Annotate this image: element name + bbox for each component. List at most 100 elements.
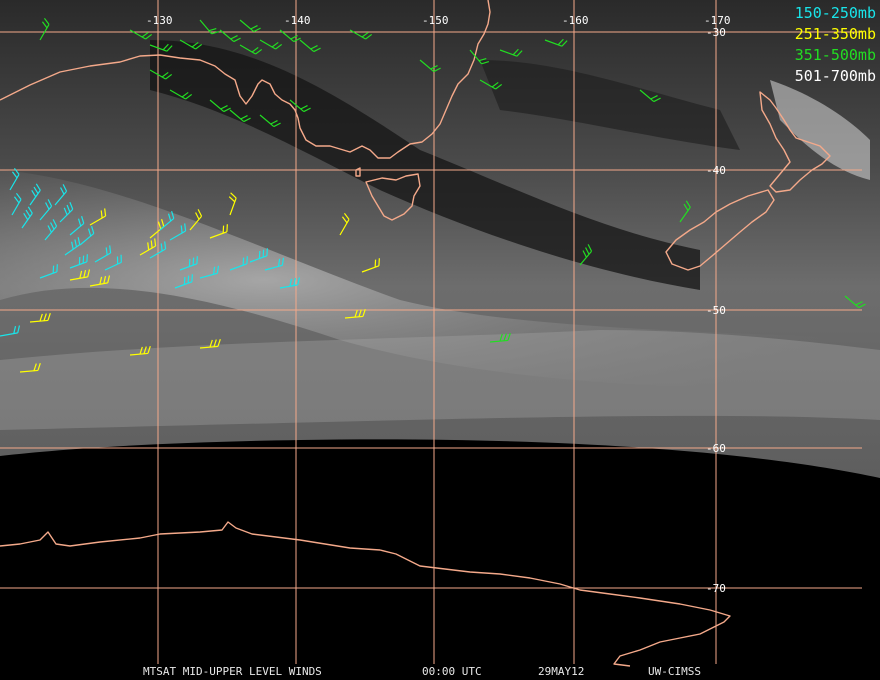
wind-barb [59,201,74,223]
wind-barb-shaft [679,200,691,223]
wind-barb [479,79,503,90]
wind-barb [39,264,58,279]
wind-barb-shaft [419,59,441,73]
wind-barb-shaft [129,346,151,356]
wind-barb-shaft [9,167,20,191]
cloud-band-2 [0,330,880,430]
wind-barb-shaft [209,224,228,239]
wind-barb-shaft [229,109,251,123]
coast-tasmania [365,173,421,221]
parallel-label: -40 [706,164,726,177]
wind-barb [129,346,151,356]
wind-barb-shaft [39,264,58,279]
wind-barb-shaft [149,69,173,80]
wind-barbs [0,17,866,373]
wind-barb-shaft [0,325,21,337]
wind-barb [679,200,691,223]
wind-barb-shaft [344,309,366,319]
wind-barb [199,265,220,279]
wind-barb [844,295,866,309]
wind-barb [229,109,251,123]
wind-barb [179,256,198,271]
wind-barb-shaft [279,277,301,289]
wind-barb [339,212,350,236]
wind-barb-shaft [19,363,41,373]
wind-barb [9,167,20,191]
wind-barb-shaft [239,19,261,33]
meridian-label: -160 [562,14,589,27]
cloud-band [0,170,880,390]
wind-barb-shaft [174,274,193,289]
meridian-label: -140 [284,14,311,27]
wind-barb-shaft [199,339,221,349]
wind-barb [259,39,283,50]
wind-barb [289,99,311,113]
wind-barb [239,19,261,33]
wind-barb-shaft [39,199,53,221]
coast-antarctica [0,521,731,667]
wind-barb-shaft [339,212,350,236]
wind-barb-shaft [59,201,74,223]
wind-barb [499,48,523,57]
water-vapor-imagery [0,0,880,478]
caption-source: UW-CIMSS [648,665,701,678]
wind-barb-shaft [544,38,568,47]
wind-barb [639,89,661,103]
wind-barb-shaft [489,333,511,343]
wind-barb-shaft [44,219,58,241]
wind-barb [259,114,281,128]
wind-barb [209,99,231,113]
wind-barb-shaft [79,225,95,246]
coastlines [0,0,831,667]
wind-barb [39,17,50,41]
wind-barb [44,219,58,241]
wind-barb-shaft [69,254,88,269]
cloud-nz [770,80,870,180]
wind-barb [149,241,167,259]
wind-barb [349,29,373,40]
wind-barb-shaft [289,99,311,113]
wind-barb [199,339,221,349]
wind-barb-shaft [69,215,85,236]
wind-barb-shaft [89,208,107,226]
wind-barb [279,277,301,289]
wind-barb-shaft [64,237,81,256]
wind-barb-shaft [219,29,241,43]
wind-barb [174,274,193,289]
coast-nz-south [665,189,775,271]
caption-date: 29MAY12 [538,665,585,678]
wind-barb-shaft [349,29,373,40]
lat-lon-grid [0,0,862,664]
coast-nz-north [759,91,831,193]
wind-barb-shaft [159,210,175,231]
parallel-label: -50 [706,304,726,317]
wind-barb [11,192,22,216]
wind-barb-shaft [579,244,593,266]
wind-barb-shaft [21,206,33,229]
wind-barb-shaft [139,238,157,256]
meridian-label: -170 [704,14,731,27]
wind-barb-shaft [199,265,220,279]
wind-barb-shaft [228,192,237,216]
legend-150-250mb: 150-250mb [794,4,876,22]
wind-barb [179,39,203,50]
wind-barb-shaft [639,89,661,103]
wind-barb [299,39,321,53]
wind-barb [279,29,301,43]
meridian-label: -150 [422,14,449,27]
wind-barb-shaft [54,184,68,206]
wind-barb [69,269,91,281]
legend-251-350mb: 251-350mb [794,25,876,43]
wind-barb [199,19,220,35]
wind-barb [219,29,241,43]
wind-barb-shaft [259,114,281,128]
wind-barb [94,245,112,263]
wind-barb [21,206,33,229]
wind-barb [249,248,268,263]
wind-barb-shaft [89,275,111,287]
wind-barb [104,254,122,271]
wind-barb-shaft [104,254,122,271]
wind-barb-shaft [279,29,301,43]
wind-barb [189,209,203,231]
